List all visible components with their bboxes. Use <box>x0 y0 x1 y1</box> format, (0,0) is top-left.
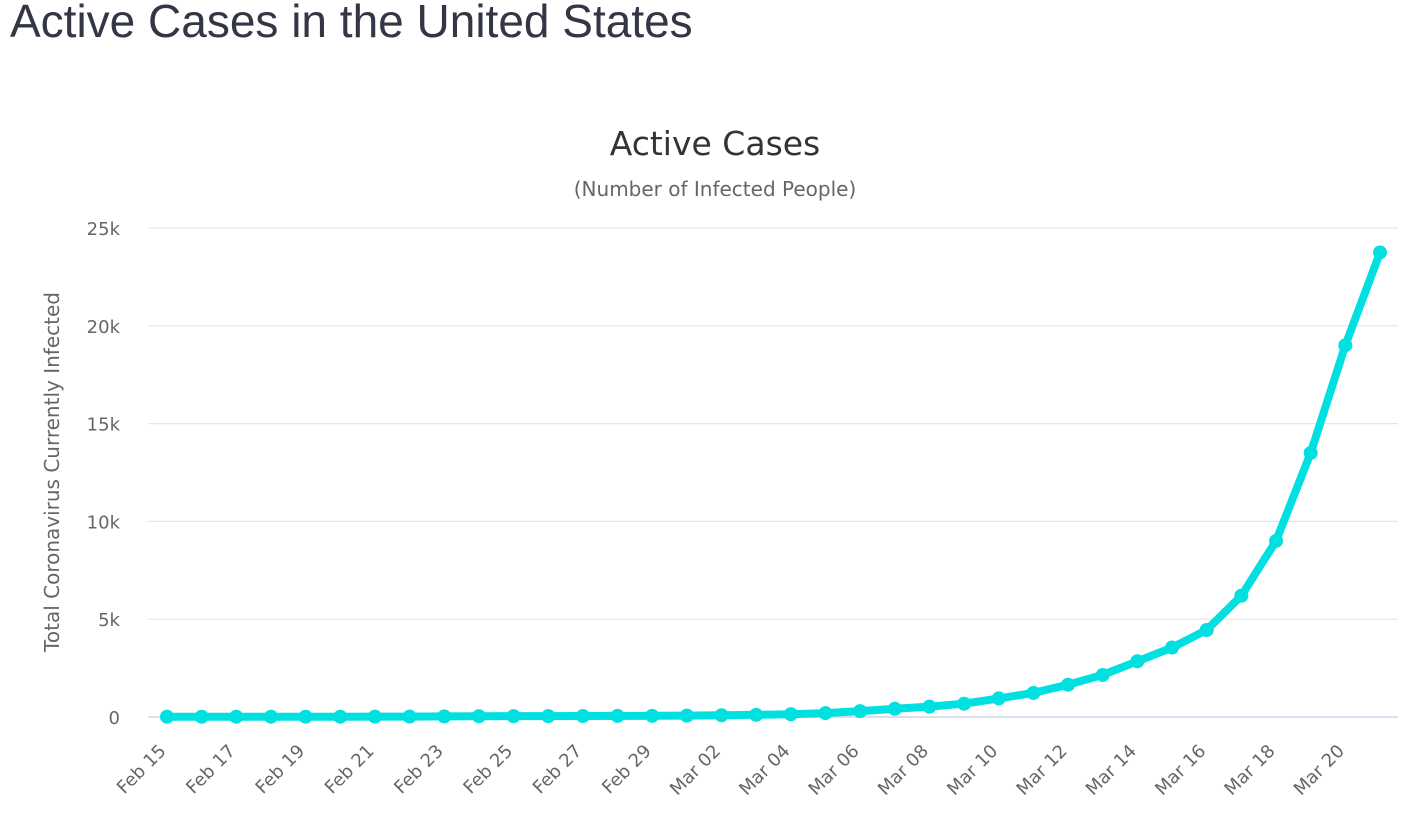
x-tick-label: Feb 19 <box>252 741 310 799</box>
series-line <box>163 248 1384 721</box>
x-tick-label: Feb 15 <box>113 741 171 799</box>
x-tick-label: Mar 20 <box>1290 741 1349 800</box>
data-point[interactable] <box>783 707 798 722</box>
page-title: Active Cases in the United States <box>10 0 693 47</box>
x-tick-label: Feb 25 <box>459 741 517 799</box>
x-tick-label: Feb 17 <box>182 741 240 799</box>
data-point[interactable] <box>818 706 833 721</box>
x-tick-label: Mar 18 <box>1220 741 1279 800</box>
data-point[interactable] <box>1303 445 1318 460</box>
chart-title: Active Cases <box>610 124 821 163</box>
data-point[interactable] <box>194 709 209 724</box>
data-point[interactable] <box>1269 533 1284 548</box>
data-point[interactable] <box>367 709 382 724</box>
x-tick-label: Mar 16 <box>1151 741 1210 800</box>
data-point[interactable] <box>1234 588 1249 603</box>
data-point[interactable] <box>679 708 694 723</box>
data-point[interactable] <box>541 709 556 724</box>
data-point[interactable] <box>160 709 174 724</box>
data-point[interactable] <box>298 709 313 724</box>
data-point[interactable] <box>749 707 764 722</box>
data-point[interactable] <box>1165 640 1180 655</box>
data-point[interactable] <box>575 709 590 724</box>
data-point[interactable] <box>229 709 244 724</box>
y-tick-label: 25k <box>87 219 121 240</box>
data-point[interactable] <box>645 708 660 723</box>
chart-subtitle: (Number of Infected People) <box>574 177 857 201</box>
x-tick-label: Feb 23 <box>390 741 448 799</box>
y-axis-title: Total Coronavirus Currently Infected <box>40 292 64 653</box>
data-point[interactable] <box>506 709 521 724</box>
x-tick-label: Mar 02 <box>666 741 725 800</box>
data-point[interactable] <box>402 709 417 724</box>
data-point[interactable] <box>1026 685 1041 700</box>
data-point[interactable] <box>957 696 972 711</box>
y-axis-ticks: 0 5k 10k 15k 20k 25k <box>87 219 121 729</box>
y-tick-label: 5k <box>98 610 120 631</box>
data-point[interactable] <box>1373 245 1387 260</box>
data-point[interactable] <box>853 704 868 719</box>
data-point[interactable] <box>263 709 278 724</box>
data-point[interactable] <box>333 709 348 724</box>
series-currently-infected <box>160 245 1387 724</box>
data-point[interactable] <box>471 709 486 724</box>
y-tick-label: 10k <box>87 512 121 533</box>
x-axis-ticks: Feb 15 Feb 17 Feb 19 Feb 21 Feb 23 Feb 25 Feb … <box>113 741 1349 800</box>
y-tick-label: 0 <box>109 708 120 729</box>
x-tick-label: Mar 12 <box>1013 741 1072 800</box>
x-tick-label: Feb 27 <box>529 741 587 799</box>
data-point[interactable] <box>1130 654 1145 669</box>
x-tick-label: Mar 10 <box>943 741 1002 800</box>
data-point[interactable] <box>922 699 937 714</box>
data-point[interactable] <box>1095 667 1110 682</box>
x-tick-label: Mar 04 <box>735 741 794 800</box>
data-point[interactable] <box>714 708 729 723</box>
x-tick-label: Feb 29 <box>598 741 656 799</box>
data-point[interactable] <box>437 709 452 724</box>
x-tick-label: Mar 14 <box>1082 741 1141 800</box>
data-point[interactable] <box>610 708 625 723</box>
data-point[interactable] <box>1338 338 1353 353</box>
y-tick-label: 20k <box>87 317 121 338</box>
y-tick-label: 15k <box>87 415 121 436</box>
grid <box>148 227 1398 718</box>
data-point[interactable] <box>887 701 902 716</box>
data-point[interactable] <box>991 691 1006 706</box>
x-tick-label: Mar 08 <box>874 741 933 800</box>
x-tick-label: Mar 06 <box>805 741 864 800</box>
data-point[interactable] <box>1061 677 1076 692</box>
x-tick-label: Feb 21 <box>321 741 379 799</box>
data-point[interactable] <box>1199 622 1214 637</box>
